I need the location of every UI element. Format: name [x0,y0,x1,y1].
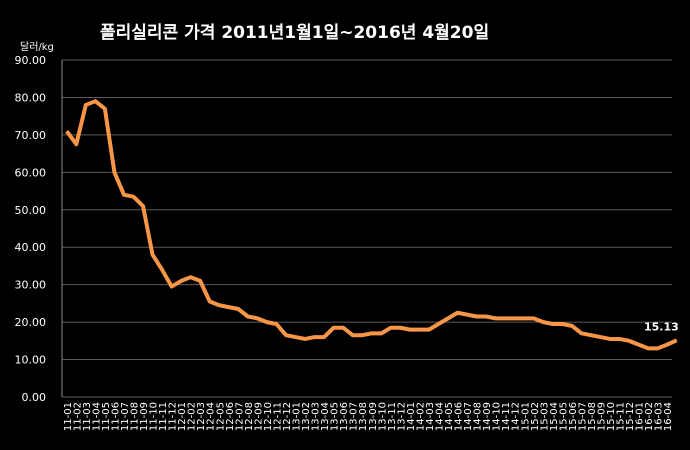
x-tick-label: 14-05 [444,402,455,431]
x-tick-label: 16-02 [644,402,655,431]
x-tick-label: 12-07 [234,402,245,431]
y-tick-label: 90.00 [15,54,47,67]
x-tick-label: 15-10 [606,402,617,431]
x-tick-label: 13-07 [349,402,360,431]
x-tick-label: 12-10 [263,402,274,431]
x-tick-label: 11-12 [168,402,179,431]
x-tick-label: 12-08 [244,402,255,431]
x-tick-label: 11-07 [120,402,131,431]
x-tick-label: 14-04 [434,402,445,431]
chart-title: 폴리실리콘 가격 2011년1월1일~2016년 4월20일 [100,23,489,43]
x-tick-label: 12-06 [225,402,236,431]
x-tick-label: 12-11 [272,402,283,431]
x-tick-label: 13-05 [330,402,341,431]
x-tick-label: 13-02 [301,402,312,431]
y-unit: 달러/kg [20,41,54,53]
line [65,99,678,351]
x-tick-label: 15-06 [568,402,579,431]
x-tick-label: 15-03 [539,402,550,431]
y-tick-label: 20.00 [15,316,47,329]
x-tick-label: 13-10 [377,402,388,431]
y-tick-label: 60.00 [15,166,47,179]
x-tick-label: 12-12 [282,402,293,431]
x-tick-label: 16-04 [663,402,674,431]
x-tick-label: 13-03 [311,402,322,431]
y-tick-label: 30.00 [15,279,47,292]
x-tick-label: 16-01 [635,402,646,431]
x-tick-label: 15-09 [597,402,608,431]
x-tick-label: 14-07 [463,402,474,431]
x-tick-label: 15-02 [530,402,541,431]
x-tick-label: 12-09 [253,402,264,431]
x-tick-label: 11-04 [91,402,102,431]
x-tick-label: 13-01 [292,402,303,431]
x-tick-label: 12-02 [187,402,198,431]
x-tick-label: 13-11 [387,402,398,431]
x-tick-label: 11-11 [158,402,169,431]
x-tick-label: 11-03 [82,402,93,431]
x-tick-label: 11-01 [63,402,74,431]
x-tick-label: 12-03 [196,402,207,431]
x-tick-label: 13-04 [320,402,331,431]
x-tick-label: 15-08 [587,402,598,431]
y-tick-label: 10.00 [15,354,47,367]
x-tick-label: 12-01 [177,402,188,431]
x-tick-label: 13-12 [396,402,407,431]
x-tick-label: 15-11 [616,402,627,431]
x-tick-label: 14-10 [492,402,503,431]
x-tick-label: 16-03 [654,402,665,431]
x-tick-label: 13-08 [358,402,369,431]
x-tick-label: 11-06 [110,402,121,431]
y-tick-label: 40.00 [15,241,47,254]
x-tick-label: 14-09 [482,402,493,431]
x-tick-label: 11-08 [129,402,140,431]
x-tick-label: 15-04 [549,402,560,431]
x-tick-label: 15-05 [558,402,569,431]
x-tick-label: 14-06 [454,402,465,431]
x-tick-label: 14-03 [425,402,436,431]
y-tick-label: 50.00 [15,204,47,217]
x-tick-label: 11-09 [139,402,150,431]
x-tick-label: 13-09 [368,402,379,431]
x-tick-label: 15-12 [625,402,636,431]
y-tick-label: 80.00 [15,91,47,104]
x-tick-label: 14-11 [501,402,512,431]
x-tick-label: 13-06 [339,402,350,431]
data-label: 15.13 [644,320,679,333]
x-tick-label: 11-02 [72,402,83,431]
y-tick-label: 70.00 [15,129,47,142]
x-tick-label: 14-02 [415,402,426,431]
x-tick-label: 15-01 [520,402,531,431]
x-tick-label: 15-07 [577,402,588,431]
x-tick-label: 12-04 [206,402,217,431]
x-tick-label: 11-05 [101,402,112,431]
x-tick-label: 12-05 [215,402,226,431]
x-tick-label: 14-01 [406,402,417,431]
y-tick-label: 0.00 [22,391,47,404]
x-tick-label: 14-12 [511,402,522,431]
x-tick-label: 14-08 [473,402,484,431]
x-tick-label: 11-10 [149,402,160,431]
